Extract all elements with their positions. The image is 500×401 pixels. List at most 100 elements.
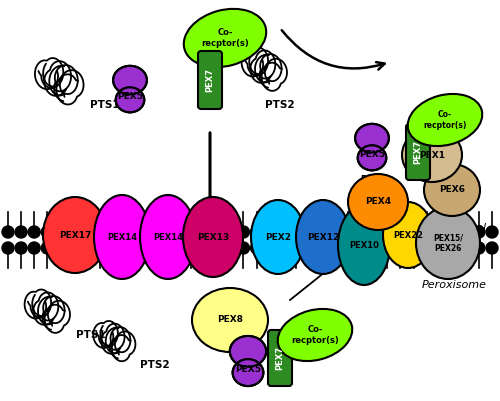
- Circle shape: [106, 242, 118, 254]
- Polygon shape: [0, 238, 500, 242]
- Circle shape: [368, 226, 380, 238]
- Circle shape: [473, 242, 485, 254]
- Text: PEX22: PEX22: [393, 231, 423, 239]
- Circle shape: [172, 226, 184, 238]
- Text: PEX1: PEX1: [419, 150, 445, 160]
- Circle shape: [342, 242, 354, 254]
- Circle shape: [303, 226, 315, 238]
- Circle shape: [276, 242, 288, 254]
- Ellipse shape: [184, 9, 266, 67]
- Ellipse shape: [278, 309, 352, 361]
- Circle shape: [133, 242, 145, 254]
- Text: Peroxisome: Peroxisome: [422, 280, 487, 290]
- Circle shape: [394, 242, 406, 254]
- Circle shape: [290, 242, 302, 254]
- Text: PEX5: PEX5: [360, 175, 384, 184]
- FancyBboxPatch shape: [406, 124, 430, 180]
- Circle shape: [120, 242, 132, 254]
- Ellipse shape: [348, 174, 408, 230]
- Ellipse shape: [251, 200, 305, 274]
- Ellipse shape: [408, 94, 482, 146]
- Circle shape: [329, 226, 341, 238]
- Circle shape: [355, 226, 367, 238]
- Ellipse shape: [113, 66, 147, 94]
- Circle shape: [68, 242, 80, 254]
- Text: Cytosol: Cytosol: [446, 223, 487, 233]
- Ellipse shape: [402, 128, 462, 182]
- FancyArrowPatch shape: [282, 30, 385, 70]
- Ellipse shape: [355, 124, 389, 152]
- Text: PEX10: PEX10: [349, 241, 379, 249]
- Circle shape: [159, 226, 171, 238]
- Circle shape: [54, 242, 66, 254]
- Polygon shape: [242, 360, 254, 364]
- Circle shape: [382, 226, 394, 238]
- Ellipse shape: [116, 87, 144, 112]
- Ellipse shape: [424, 164, 480, 216]
- Circle shape: [460, 226, 472, 238]
- Text: PEX15/
PEX26: PEX15/ PEX26: [433, 233, 463, 253]
- Ellipse shape: [94, 195, 150, 279]
- Circle shape: [420, 242, 432, 254]
- Circle shape: [80, 226, 92, 238]
- Circle shape: [212, 226, 224, 238]
- Circle shape: [146, 226, 158, 238]
- Circle shape: [94, 242, 106, 254]
- Ellipse shape: [296, 200, 350, 274]
- Ellipse shape: [140, 195, 196, 279]
- Circle shape: [408, 242, 420, 254]
- Ellipse shape: [416, 207, 480, 279]
- Circle shape: [120, 226, 132, 238]
- Circle shape: [185, 226, 197, 238]
- Circle shape: [264, 226, 276, 238]
- Circle shape: [486, 226, 498, 238]
- Circle shape: [408, 226, 420, 238]
- Text: PEX13: PEX13: [197, 233, 229, 241]
- Circle shape: [224, 226, 236, 238]
- Text: PTS2: PTS2: [140, 360, 170, 370]
- Circle shape: [68, 226, 80, 238]
- Circle shape: [447, 226, 459, 238]
- Circle shape: [447, 242, 459, 254]
- Text: PEX5: PEX5: [235, 365, 261, 373]
- Ellipse shape: [192, 288, 268, 352]
- Circle shape: [250, 226, 262, 238]
- Ellipse shape: [43, 197, 107, 273]
- Circle shape: [316, 226, 328, 238]
- Circle shape: [460, 242, 472, 254]
- Circle shape: [250, 242, 262, 254]
- Circle shape: [41, 226, 53, 238]
- Circle shape: [94, 226, 106, 238]
- Circle shape: [238, 242, 250, 254]
- Circle shape: [382, 242, 394, 254]
- Circle shape: [2, 226, 14, 238]
- Text: Co-
recptor(s): Co- recptor(s): [201, 28, 249, 48]
- Circle shape: [264, 242, 276, 254]
- Circle shape: [420, 226, 432, 238]
- Circle shape: [146, 242, 158, 254]
- Circle shape: [342, 226, 354, 238]
- Ellipse shape: [338, 205, 390, 285]
- Circle shape: [238, 226, 250, 238]
- Circle shape: [486, 242, 498, 254]
- Circle shape: [133, 226, 145, 238]
- Polygon shape: [366, 146, 378, 150]
- Circle shape: [473, 226, 485, 238]
- Circle shape: [41, 242, 53, 254]
- Circle shape: [368, 242, 380, 254]
- Text: PEX6: PEX6: [439, 186, 465, 194]
- Circle shape: [224, 242, 236, 254]
- Text: PEX2: PEX2: [265, 233, 291, 241]
- Circle shape: [290, 226, 302, 238]
- Circle shape: [276, 226, 288, 238]
- Text: PEX5: PEX5: [117, 92, 143, 101]
- Ellipse shape: [232, 359, 264, 386]
- Circle shape: [329, 242, 341, 254]
- FancyBboxPatch shape: [268, 330, 292, 386]
- Text: PEX7: PEX7: [414, 140, 422, 164]
- Circle shape: [28, 226, 40, 238]
- Circle shape: [2, 242, 14, 254]
- Text: PEX14: PEX14: [153, 233, 183, 241]
- Circle shape: [394, 226, 406, 238]
- Text: PEX7: PEX7: [206, 68, 214, 92]
